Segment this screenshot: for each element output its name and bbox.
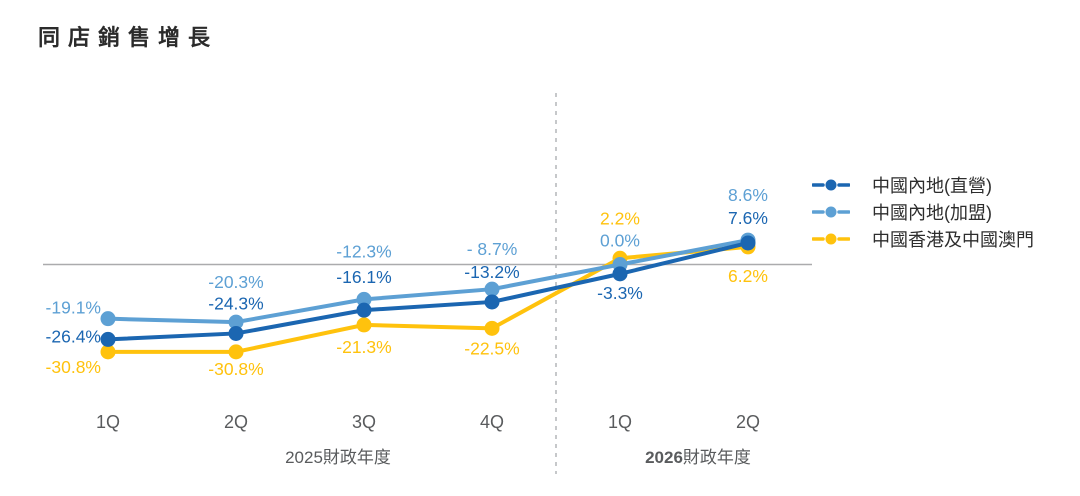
x-axis-label: 2Q (224, 412, 248, 432)
data-point (612, 266, 628, 282)
data-label: -30.8% (208, 359, 263, 379)
data-point (484, 320, 500, 336)
line-dot-marker-icon (812, 233, 850, 244)
legend-label-mainland-direct: 中國內地(直營) (872, 175, 992, 196)
data-point (228, 344, 244, 360)
legend-item-mainland-franchise: 中國內地(加盟) (812, 201, 1034, 223)
data-label: -21.3% (336, 337, 391, 357)
data-point (228, 325, 244, 341)
data-label: -22.5% (464, 338, 519, 358)
data-label: -3.3% (597, 283, 643, 303)
series-line-0 (107, 240, 749, 342)
data-label: -12.3% (336, 241, 391, 261)
data-label: -16.1% (336, 267, 391, 287)
fiscal-year-label: 2026財政年度 (645, 448, 751, 467)
data-label: 2.2% (600, 208, 640, 228)
data-label: -30.8% (46, 357, 101, 377)
data-label: -20.3% (208, 272, 263, 292)
line-dot-marker-icon (812, 179, 850, 190)
data-label: -19.1% (46, 298, 101, 318)
data-point (484, 281, 500, 297)
series-line-2 (108, 244, 749, 354)
data-point (100, 344, 116, 360)
x-axis-label: 3Q (352, 412, 376, 432)
x-axis-label: 4Q (480, 412, 504, 432)
legend-label-mainland-franchise: 中國內地(加盟) (872, 202, 992, 223)
x-axis-label: 2Q (736, 412, 760, 432)
data-label: 7.6% (728, 208, 768, 228)
legend-item-hk-macau: 中國香港及中國澳門 (812, 228, 1034, 250)
series-line-1 (107, 238, 749, 325)
data-label: -24.3% (208, 293, 263, 313)
data-point (356, 302, 372, 318)
line-dot-marker-icon (812, 206, 850, 217)
data-point (100, 311, 116, 327)
data-point (228, 314, 244, 330)
data-point (100, 331, 116, 347)
data-point (356, 317, 372, 333)
data-point (740, 235, 756, 251)
fiscal-year-label: 2025財政年度 (285, 448, 391, 467)
data-point (356, 291, 372, 307)
data-label: 8.6% (728, 185, 768, 205)
data-label: 6.2% (728, 266, 768, 286)
x-axis-label: 1Q (96, 412, 120, 432)
chart-legend: 中國內地(直營) 中國內地(加盟) 中國香港及中國澳門 (812, 174, 1034, 250)
legend-item-mainland-direct: 中國內地(直營) (812, 174, 1034, 196)
x-axis-label: 1Q (608, 412, 632, 432)
data-label: -26.4% (46, 326, 101, 346)
chart-title: 同店銷售增長 (38, 25, 219, 50)
data-label: -13.2% (464, 262, 519, 282)
data-label: - 8.7% (467, 239, 518, 259)
legend-label-hk-macau: 中國香港及中國澳門 (872, 229, 1034, 250)
data-label: 0.0% (600, 231, 640, 251)
data-point (484, 294, 500, 310)
